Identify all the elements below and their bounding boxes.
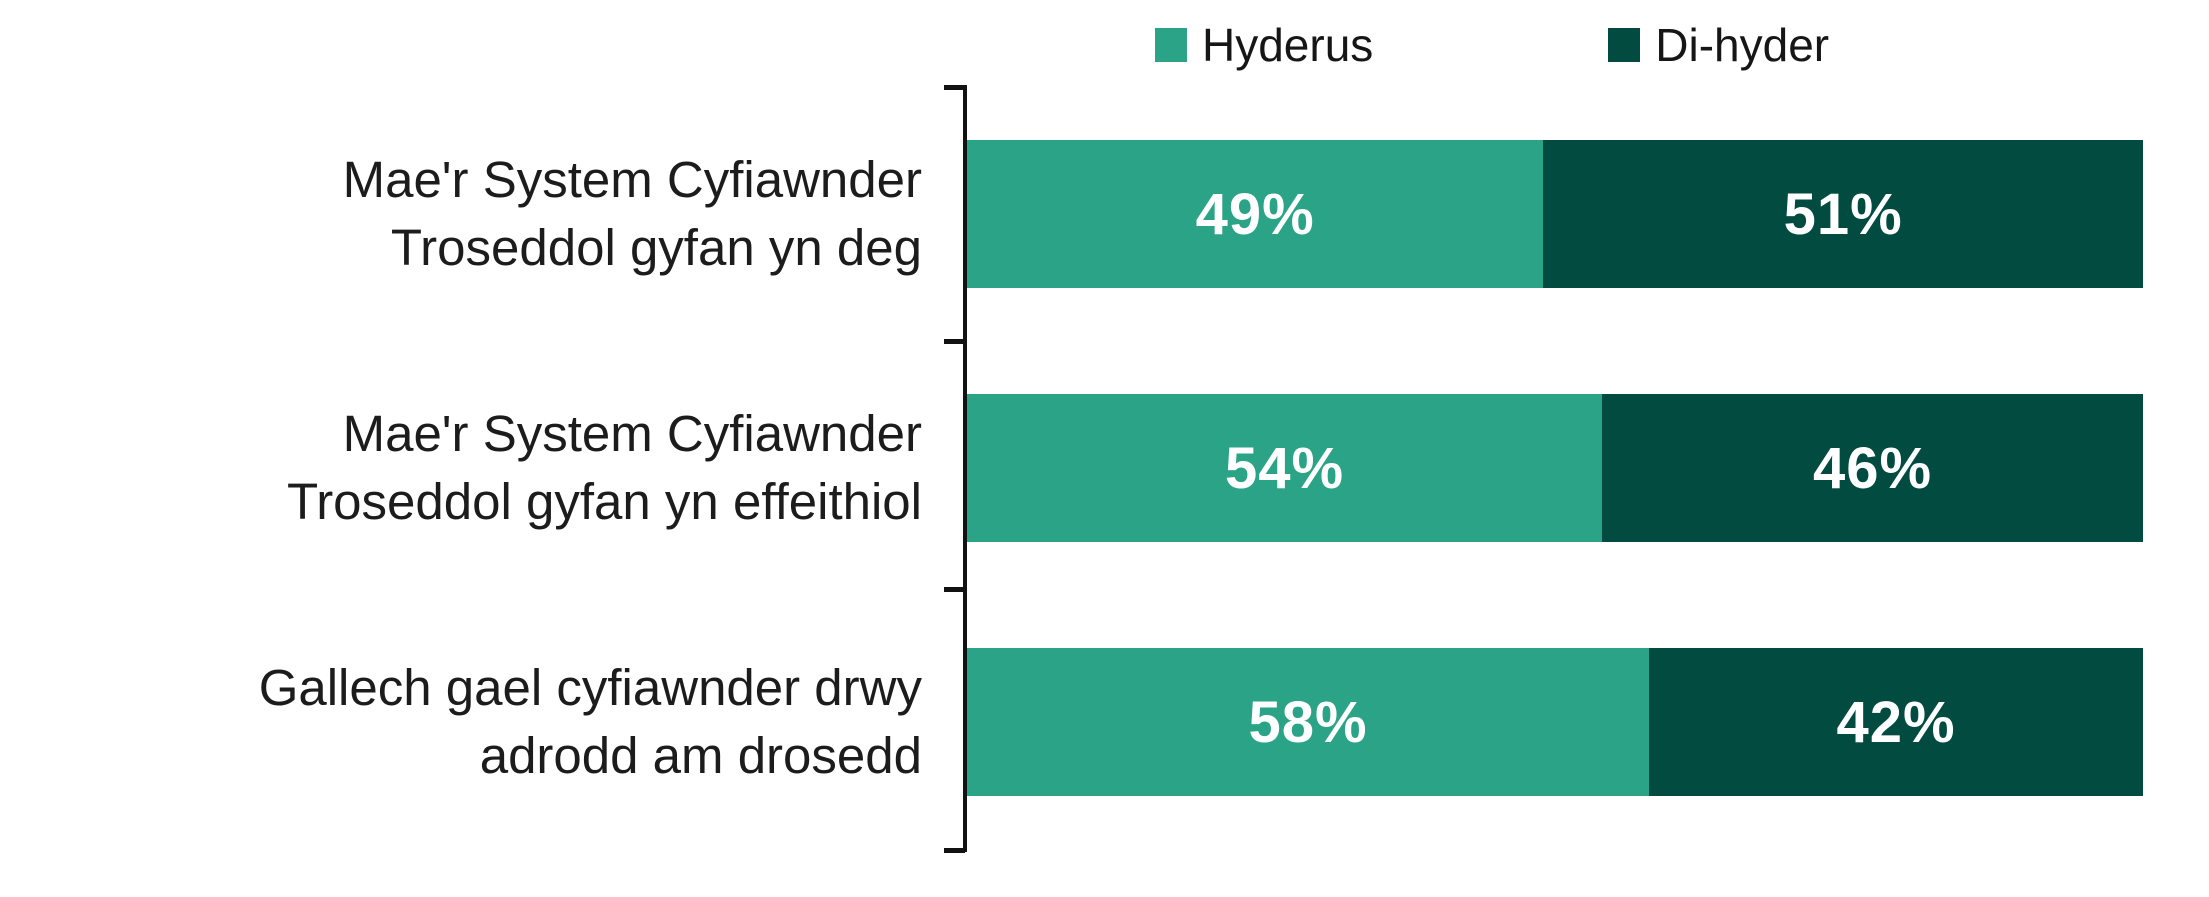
bar-row: 49% 51% [967,140,2143,288]
bar-segment-di-hyder: 51% [1543,140,2143,288]
category-label-line: Mae'r System Cyfiawnder [342,405,922,462]
legend-swatch-hyderus-icon [1155,28,1187,62]
category-label-line: Gallech gael cyfiawnder drwy [258,659,922,716]
category-label: Gallech gael cyfiawnder drwy adrodd am dr… [0,648,922,796]
axis-tick [944,587,965,592]
category-label: Mae'r System Cyfiawnder Troseddol gyfan y… [0,394,922,542]
category-label-line: Troseddol gyfan yn effeithiol [286,473,922,530]
category-label: Mae'r System Cyfiawnder Troseddol gyfan y… [0,140,922,288]
bar-value-label: 49% [1195,181,1315,247]
bar-segment-hyderus: 54% [967,394,1603,542]
legend-label-hyderus: Hyderus [1202,19,1374,71]
chart-legend: Hyderus Di-hyder [1155,22,1829,68]
axis-tick [944,848,965,853]
y-axis-line [963,85,967,852]
bar-row: 54% 46% [967,394,2143,542]
bar-value-label: 46% [1812,435,1933,501]
category-label-line: Mae'r System Cyfiawnder [342,151,922,208]
bar-segment-hyderus: 58% [967,648,1650,796]
bar-segment-di-hyder: 46% [1602,394,2143,542]
legend-label-di-hyder: Di-hyder [1655,19,1830,71]
axis-tick [944,85,965,90]
bar-value-label: 42% [1836,689,1956,755]
bar-row: 58% 42% [967,648,2143,796]
bar-value-label: 54% [1224,435,1345,501]
bar-value-label: 51% [1783,181,1903,247]
category-label-line: adrodd am drosedd [479,727,922,784]
legend-item-di-hyder: Di-hyder [1608,22,1829,68]
category-label-line: Troseddol gyfan yn deg [390,219,922,276]
legend-swatch-di-hyder-icon [1608,28,1641,62]
bar-segment-hyderus: 49% [967,140,1544,288]
bar-value-label: 58% [1248,689,1368,755]
bar-segment-di-hyder: 42% [1649,648,2143,796]
axis-tick [944,339,965,344]
legend-item-hyderus: Hyderus [1155,22,1373,68]
